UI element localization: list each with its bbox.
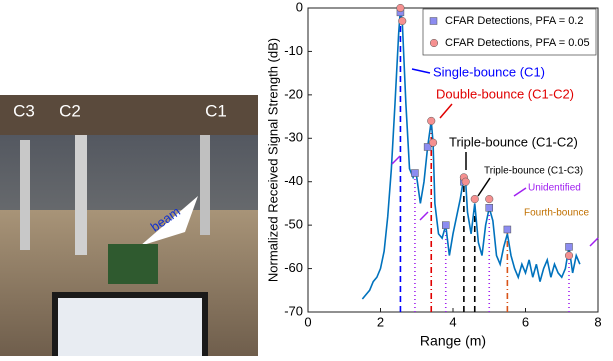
- detection-square: [485, 204, 493, 212]
- x-tick-label: 2: [377, 314, 384, 329]
- beam-shape: [140, 196, 198, 246]
- y-tick-label: -40: [284, 173, 303, 188]
- pillar: [75, 135, 87, 255]
- laptop-screen: [58, 298, 202, 356]
- detection-square: [411, 169, 419, 177]
- detection-square: [503, 225, 512, 234]
- detection-circle: [427, 116, 436, 125]
- annotation-arrow: [589, 237, 599, 247]
- detection-circle: [485, 195, 494, 204]
- detection-square: [423, 143, 432, 151]
- detection-circle: [429, 138, 438, 147]
- y-tick-label: -20: [284, 86, 303, 101]
- detection-square: [565, 243, 573, 251]
- annotation: Single-bounce (C1): [433, 64, 545, 79]
- annotation-arrow: [411, 68, 431, 74]
- detection-circle: [470, 195, 479, 204]
- plot-area: [307, 7, 599, 313]
- y-tick-label: -30: [284, 130, 303, 145]
- photo-label: C1: [205, 101, 227, 120]
- y-tick-label: -70: [284, 303, 303, 318]
- pillar: [20, 140, 30, 250]
- x-tick-label: 8: [594, 314, 601, 329]
- detection-square: [442, 221, 450, 229]
- detection-circle: [398, 16, 407, 26]
- detection-circle: [461, 177, 470, 186]
- board: [108, 244, 158, 284]
- annotation: Fourth-bounce: [524, 208, 589, 219]
- legend-swatch: [429, 38, 439, 48]
- photo-label: C2: [59, 101, 81, 120]
- detection-circle: [564, 251, 574, 260]
- legend-label: CFAR Detections, PFA = 0.2: [445, 15, 583, 27]
- x-tick-label: 6: [522, 314, 529, 329]
- annotation: Unidentified: [528, 183, 581, 194]
- annotation: Double-bounce (C1-C2): [436, 86, 574, 101]
- annotation-arrow: [513, 187, 527, 197]
- y-tick-label: -60: [284, 260, 303, 275]
- annotation-arrow: [391, 155, 401, 165]
- legend-swatch: [429, 17, 438, 25]
- y-axis-title: Normalized Received Signal Strength (dB): [265, 38, 280, 282]
- pillar: [200, 135, 210, 235]
- annotation: Triple-bounce (C1-C2): [449, 134, 578, 149]
- legend-box: [422, 8, 597, 56]
- annotation-arrow: [477, 177, 491, 197]
- annotation-arrow: [419, 211, 429, 221]
- annotation: Triple-bounce (C1-C3): [484, 166, 583, 177]
- y-tick-label: -50: [284, 217, 303, 232]
- x-tick-label: 0: [304, 314, 311, 329]
- y-tick-label: 0: [296, 0, 303, 14]
- y-tick-label: -10: [284, 43, 303, 58]
- detection-circle: [396, 3, 405, 13]
- x-tick-label: 4: [449, 314, 456, 329]
- photo: C3 C2 C1 beam: [0, 95, 258, 356]
- photo-label: C3: [13, 101, 35, 120]
- annotation-arrow: [439, 103, 453, 119]
- x-axis-title: Range (m): [420, 333, 486, 349]
- photo-ceiling: [0, 95, 258, 135]
- legend-label: CFAR Detections, PFA = 0.05: [445, 37, 590, 49]
